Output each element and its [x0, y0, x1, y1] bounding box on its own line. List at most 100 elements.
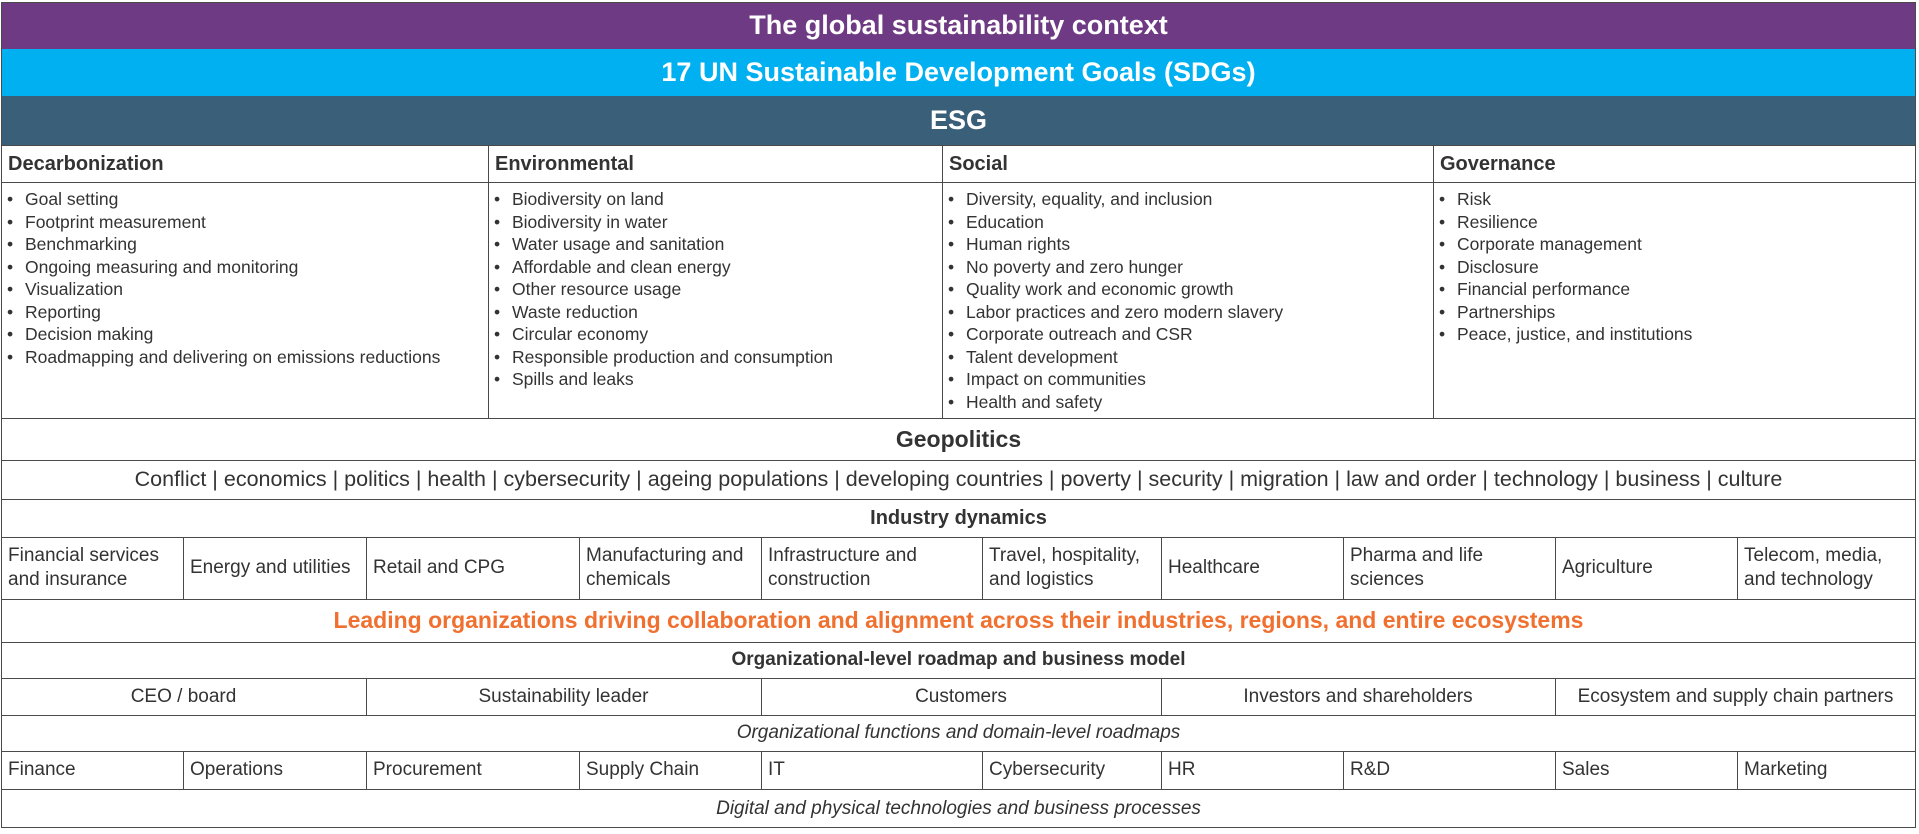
- divider: [761, 678, 762, 715]
- sdg-band: 17 UN Sustainable Development Goals (SDG…: [1, 49, 1916, 96]
- industry-agriculture: Agriculture: [1555, 537, 1737, 599]
- industry-label: Agriculture: [1562, 557, 1653, 578]
- industry-label: Telecom, media, and technology: [1744, 545, 1883, 590]
- esg-col-decarbonization-list: Goal settingFootprint measurementBenchma…: [1, 184, 488, 417]
- divider: [1737, 751, 1738, 789]
- industry-retail: Retail and CPG: [366, 537, 579, 599]
- list-item: Decision making: [7, 323, 482, 346]
- list-item: Partnerships: [1439, 301, 1910, 324]
- list-item: Other resource usage: [494, 278, 936, 301]
- org-label: Ecosystem and supply chain partners: [1577, 685, 1894, 707]
- function-rd: R&D: [1343, 751, 1555, 789]
- org-sustainability-leader: Sustainability leader: [366, 678, 761, 715]
- list-item: Responsible production and consumption: [494, 346, 936, 369]
- industry-pharma: Pharma and life sciences: [1343, 537, 1555, 599]
- list-item: Peace, justice, and institutions: [1439, 323, 1910, 346]
- divider: [579, 751, 580, 789]
- list-item: Diversity, equality, and inclusion: [948, 188, 1427, 211]
- list-item: Impact on communities: [948, 368, 1427, 391]
- divider: [1, 182, 1916, 183]
- divider: [1555, 678, 1556, 715]
- divider: [1, 145, 1916, 146]
- divider: [1, 599, 1916, 600]
- industry-telecom: Telecom, media, and technology: [1737, 537, 1916, 599]
- industry-label: Healthcare: [1168, 557, 1260, 578]
- function-label: Supply Chain: [586, 759, 700, 780]
- org-title-cell: Organizational-level roadmap and busines…: [1, 642, 1916, 678]
- esg-col-governance-title: Governance: [1440, 152, 1556, 175]
- industry-label: Infrastructure and construction: [768, 545, 917, 590]
- divider: [1, 499, 1916, 500]
- divider: [982, 537, 983, 599]
- divider: [1, 537, 1916, 538]
- function-sales: Sales: [1555, 751, 1737, 789]
- function-finance: Finance: [1, 751, 183, 789]
- list-item: Benchmarking: [7, 233, 482, 256]
- function-label: Marketing: [1744, 759, 1828, 780]
- function-procurement: Procurement: [366, 751, 579, 789]
- list-item: Visualization: [7, 278, 482, 301]
- list-item: Health and safety: [948, 391, 1427, 414]
- geopolitics-items-cell: Conflict | economics | politics | health…: [1, 460, 1916, 499]
- divider: [183, 537, 184, 599]
- function-supply-chain: Supply Chain: [579, 751, 761, 789]
- leading-organizations-text: Leading organizations driving collaborat…: [333, 607, 1584, 633]
- function-label: Sales: [1562, 759, 1610, 780]
- function-label: Operations: [190, 759, 283, 780]
- list-item: Quality work and economic growth: [948, 278, 1427, 301]
- geopolitics-title: Geopolitics: [895, 426, 1022, 452]
- industry-manufacturing: Manufacturing and chemicals: [579, 537, 761, 599]
- list-item: Reporting: [7, 301, 482, 324]
- function-hr: HR: [1161, 751, 1343, 789]
- title-band: The global sustainability context: [1, 2, 1916, 49]
- divider: [488, 145, 489, 418]
- divider: [1555, 537, 1556, 599]
- esg-band: ESG: [1, 96, 1916, 145]
- list-item: Talent development: [948, 346, 1427, 369]
- divider: [1343, 537, 1344, 599]
- divider: [1, 418, 1916, 419]
- esg-title: ESG: [929, 105, 988, 135]
- list-item: Biodiversity on land: [494, 188, 936, 211]
- divider: [1, 715, 1916, 716]
- divider: [1161, 751, 1162, 789]
- org-label: Sustainability leader: [478, 685, 649, 707]
- divider: [1, 460, 1916, 461]
- industry-travel: Travel, hospitality, and logistics: [982, 537, 1161, 599]
- list-item: Resilience: [1439, 211, 1910, 234]
- divider: [366, 537, 367, 599]
- industry-label: Retail and CPG: [373, 557, 506, 578]
- divider: [761, 537, 762, 599]
- function-label: R&D: [1350, 759, 1391, 780]
- function-label: Finance: [8, 759, 76, 780]
- industry-label: Energy and utilities: [190, 557, 351, 578]
- list-item: Education: [948, 211, 1427, 234]
- org-ceo-board: CEO / board: [1, 678, 366, 715]
- divider: [579, 537, 580, 599]
- esg-col-environmental-title: Environmental: [495, 152, 634, 175]
- leading-organizations-cell: Leading organizations driving collaborat…: [1, 599, 1916, 642]
- org-ecosystem-partners: Ecosystem and supply chain partners: [1555, 678, 1916, 715]
- industry-energy: Energy and utilities: [183, 537, 366, 599]
- org-label: Customers: [915, 685, 1007, 707]
- list-item: No poverty and zero hunger: [948, 256, 1427, 279]
- industry-label: Travel, hospitality, and logistics: [989, 545, 1140, 590]
- footer-cell: Digital and physical technologies and bu…: [1, 789, 1916, 828]
- function-operations: Operations: [183, 751, 366, 789]
- divider: [1161, 537, 1162, 599]
- divider: [1, 789, 1916, 790]
- geopolitics-title-cell: Geopolitics: [1, 419, 1916, 460]
- divider: [1161, 678, 1162, 715]
- divider: [1, 642, 1916, 643]
- list-item: Spills and leaks: [494, 368, 936, 391]
- function-label: IT: [768, 759, 785, 780]
- org-investors: Investors and shareholders: [1161, 678, 1555, 715]
- list-item: Biodiversity in water: [494, 211, 936, 234]
- divider: [1, 678, 1916, 679]
- industry-healthcare: Healthcare: [1161, 537, 1343, 599]
- list-item: Waste reduction: [494, 301, 936, 324]
- footer-text: Digital and physical technologies and bu…: [716, 797, 1201, 819]
- esg-col-governance-list: RiskResilienceCorporate managementDisclo…: [1433, 184, 1916, 417]
- diagram-title: The global sustainability context: [749, 10, 1168, 40]
- divider: [183, 751, 184, 789]
